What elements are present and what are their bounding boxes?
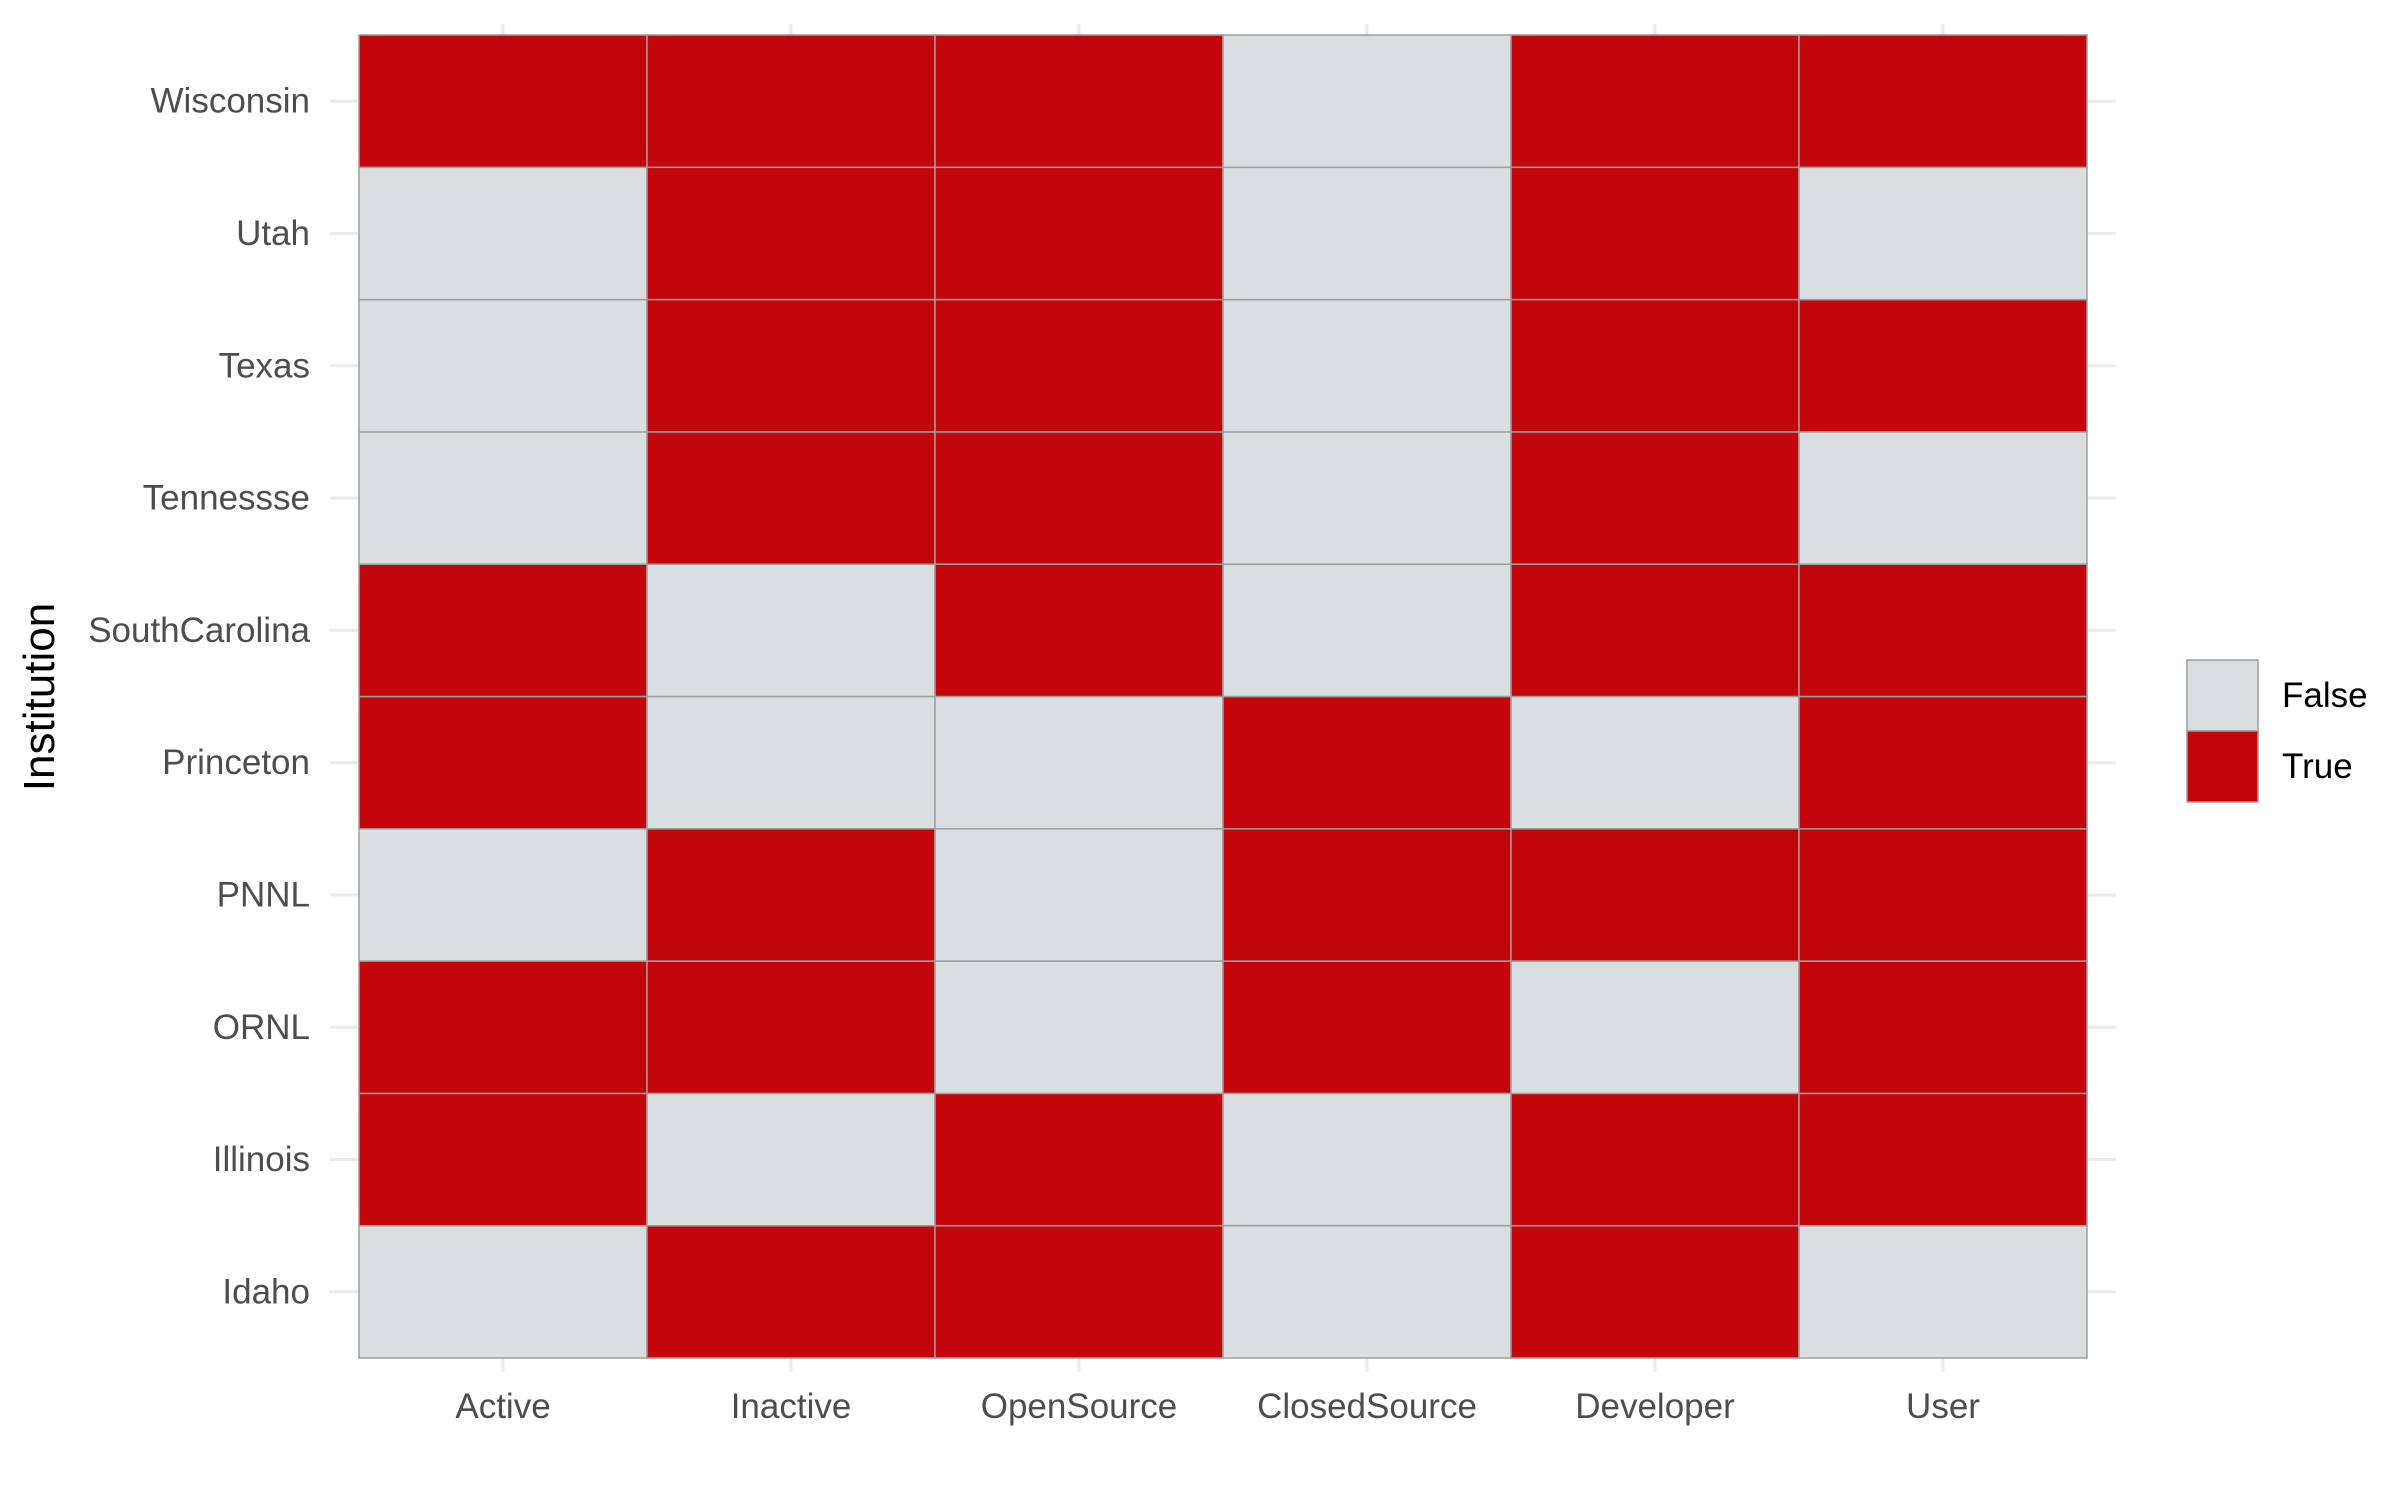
y-tick-label-utah: Utah [236,214,310,253]
heatmap-cell-ornl-developer [1510,960,1800,1095]
heatmap-cell-ornl-closedsource [1222,960,1512,1095]
y-tick-label-princeton: Princeton [162,743,310,782]
y-tick-label-tennessse: Tennessse [143,479,310,518]
heatmap-cell-idaho-inactive [646,1224,936,1359]
heatmap-cell-wisconsin-closedsource [1222,34,1512,169]
y-tick-label-ornl: ORNL [213,1008,310,1047]
x-tick-label-opensource: OpenSource [981,1387,1178,1426]
heatmap-cell-utah-opensource [934,166,1224,301]
heatmap-cell-utah-developer [1510,166,1800,301]
heatmap-cell-ornl-opensource [934,960,1224,1095]
heatmap-cell-tennessse-closedsource [1222,431,1512,565]
legend: False True [2186,659,2368,803]
heatmap-cell-texas-closedsource [1222,298,1512,433]
heatmap-cells [358,34,2088,1359]
x-tick-labels: Active Inactive OpenSource ClosedSource Deve… [455,1387,1980,1426]
heatmap-cell-southcarolina-user [1798,563,2088,698]
heatmap-cell-wisconsin-active [358,34,648,169]
heatmap-cell-idaho-closedsource [1222,1224,1512,1359]
y-tick-label-southcarolina: SouthCarolina [88,611,310,650]
heatmap-cell-tennessse-active [358,431,648,565]
heatmap-cell-illinois-inactive [646,1092,936,1227]
y-tick-label-pnnl: PNNL [217,875,310,914]
heatmap-cell-princeton-inactive [646,695,936,830]
heatmap-cell-tennessse-user [1798,431,2088,565]
heatmap-cell-southcarolina-active [358,563,648,698]
y-axis-title: Institution [15,603,64,791]
heatmap-cell-southcarolina-opensource [934,563,1224,698]
heatmap-cell-idaho-developer [1510,1224,1800,1359]
heatmap-cell-princeton-user [1798,695,2088,830]
heatmap-cell-wisconsin-user [1798,34,2088,169]
heatmap-cell-southcarolina-closedsource [1222,563,1512,698]
heatmap-cell-utah-active [358,166,648,301]
heatmap-cell-southcarolina-inactive [646,563,936,698]
heatmap-cell-utah-user [1798,166,2088,301]
legend-key-true [2186,730,2259,803]
heatmap-cell-utah-inactive [646,166,936,301]
x-tick-label-developer: Developer [1575,1387,1735,1426]
heatmap-cell-texas-developer [1510,298,1800,433]
x-tick-label-inactive: Inactive [731,1387,852,1426]
heatmap-cell-texas-active [358,298,648,433]
heatmap-cell-wisconsin-opensource [934,34,1224,169]
heatmap-cell-tennessse-inactive [646,431,936,565]
heatmap-cell-texas-inactive [646,298,936,433]
heatmap-cell-tennessse-developer [1510,431,1800,565]
heatmap-cell-pnnl-closedsource [1222,828,1512,962]
heatmap-cell-illinois-user [1798,1092,2088,1227]
x-tick-label-closedsource: ClosedSource [1257,1387,1477,1426]
heatmap-cell-princeton-developer [1510,695,1800,830]
heatmap-cell-wisconsin-inactive [646,34,936,169]
legend-key-false [2186,659,2259,732]
legend-label-true: True [2282,747,2353,786]
heatmap-cell-pnnl-developer [1510,828,1800,962]
heatmap-cell-ornl-inactive [646,960,936,1095]
heatmap-cell-pnnl-user [1798,828,2088,962]
heatmap-cell-wisconsin-developer [1510,34,1800,169]
heatmap-cell-illinois-opensource [934,1092,1224,1227]
heatmap-cell-illinois-active [358,1092,648,1227]
heatmap-cell-princeton-opensource [934,695,1224,830]
heatmap-cell-southcarolina-developer [1510,563,1800,698]
heatmap-cell-illinois-developer [1510,1092,1800,1227]
heatmap-cell-texas-opensource [934,298,1224,433]
y-tick-label-idaho: Idaho [222,1272,310,1311]
heatmap-cell-ornl-user [1798,960,2088,1095]
heatmap-cell-texas-user [1798,298,2088,433]
heatmap-cell-pnnl-opensource [934,828,1224,962]
heatmap-cell-utah-closedsource [1222,166,1512,301]
heatmap-cell-pnnl-inactive [646,828,936,962]
heatmap-cell-idaho-user [1798,1224,2088,1359]
y-tick-label-texas: Texas [219,346,310,385]
heatmap-cell-idaho-opensource [934,1224,1224,1359]
heatmap-cell-pnnl-active [358,828,648,962]
y-tick-label-illinois: Illinois [213,1140,310,1179]
x-tick-label-active: Active [455,1387,550,1426]
y-tick-label-wisconsin: Wisconsin [151,82,310,121]
heatmap-cell-ornl-active [358,960,648,1095]
heatmap-cell-tennessse-opensource [934,431,1224,565]
heatmap-cell-illinois-closedsource [1222,1092,1512,1227]
x-tick-label-user: User [1906,1387,1980,1426]
heatmap-cell-princeton-active [358,695,648,830]
y-tick-labels: Idaho Illinois ORNL PNNL Princeton SouthCarol… [88,82,310,1312]
heatmap-cell-idaho-active [358,1224,648,1359]
legend-label-false: False [2282,676,2368,715]
heatmap-cell-princeton-closedsource [1222,695,1512,830]
